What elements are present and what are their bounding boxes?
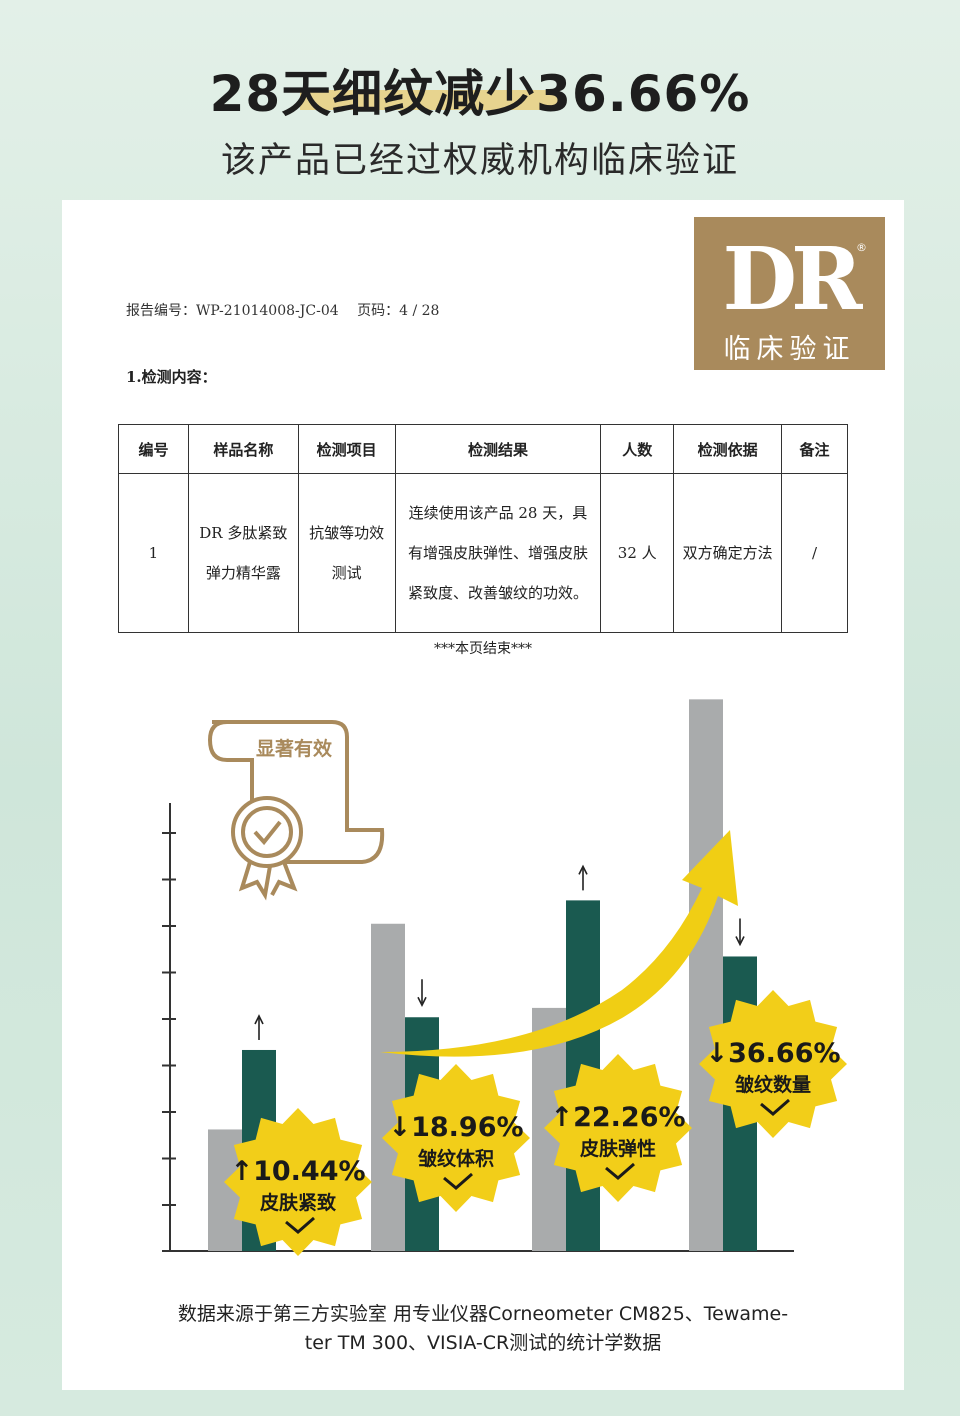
change-direction-arrow xyxy=(578,864,588,891)
headline: 28天细纹减少36.66% xyxy=(209,65,751,123)
logo-registered: ® xyxy=(856,241,867,254)
bar-chart: 显著有效 ↑10.44% 皮肤紧致 ↓18.96% 皱纹体积 ↑22.26% 皮肤弹性 ↓3… xyxy=(162,699,847,1256)
check-icon xyxy=(443,1172,473,1190)
change-badge: ↑10.44% 皮肤紧致 xyxy=(224,1108,372,1256)
change-direction-arrow xyxy=(417,979,427,1008)
change-label: 皮肤弹性 xyxy=(580,1137,656,1160)
starburst-shape xyxy=(224,1108,372,1256)
change-badge: ↓36.66% 皱纹数量 xyxy=(699,990,847,1138)
starburst-shape xyxy=(699,990,847,1138)
table-cell: 32 人 xyxy=(600,473,675,633)
table-cell: 抗皱等功效测试 xyxy=(297,473,396,633)
bar-before xyxy=(371,923,405,1251)
headline-highlight xyxy=(300,90,560,110)
logo-mark: DR xyxy=(722,229,862,330)
change-direction-arrow xyxy=(735,918,745,947)
table-cell: DR 多肽紧致弹力精华露 xyxy=(187,473,299,633)
report-page: 页码：4 / 28 xyxy=(357,303,440,319)
change-value: ↑10.44% xyxy=(230,1156,365,1187)
table-cell: / xyxy=(781,473,848,633)
section-title: 1.检测内容： xyxy=(126,368,217,386)
change-value: ↓18.96% xyxy=(388,1112,523,1143)
table-header: 备注 xyxy=(781,424,848,474)
report-meta: 报告编号：WP-21014008-JC-04 页码：4 / 28 xyxy=(126,300,453,320)
y-ticks xyxy=(162,832,176,1206)
change-badge: ↑22.26% 皮肤弹性 xyxy=(544,1054,692,1202)
check-icon xyxy=(760,1098,790,1116)
table-cell: 连续使用该产品 28 天，具有增强皮肤弹性、增强皮肤紧致度、改善皱纹的功效。 xyxy=(394,473,602,633)
report-table: 编号 样品名称 检测项目 检测结果 人数 检测依据 备注 1 DR 多肽紧致弹力… xyxy=(118,424,848,633)
change-value: ↑22.26% xyxy=(550,1102,685,1133)
table-cell: 双方确定方法 xyxy=(673,473,783,633)
dr-logo: DR ® 临床验证 xyxy=(694,217,885,370)
footer-line-2: ter TM 300、VISIA-CR测试的统计学数据 xyxy=(304,1332,662,1354)
starburst-shape xyxy=(382,1064,530,1212)
check-icon xyxy=(285,1216,315,1234)
table-header: 检测结果 xyxy=(394,424,602,474)
bar-before xyxy=(689,699,723,1251)
footer-line-1: 数据来源于第三方实验室 用专业仪器Corneometer CM825、Tewam… xyxy=(177,1303,789,1325)
change-direction-arrow xyxy=(254,1014,264,1040)
check-icon xyxy=(605,1162,635,1180)
data-source-note: 数据来源于第三方实验室 用专业仪器Corneometer CM825、Tewam… xyxy=(62,1300,904,1358)
arrow-head xyxy=(254,1014,264,1025)
table-cell: 1 xyxy=(118,473,189,633)
table-header: 编号 xyxy=(118,424,189,474)
certificate-icon xyxy=(207,720,385,901)
report-card: DR ® 临床验证 报告编号：WP-21014008-JC-04 页码：4 / … xyxy=(62,200,904,1390)
starburst-shape xyxy=(544,1054,692,1202)
change-badges: ↑10.44% 皮肤紧致 ↓18.96% 皱纹体积 ↑22.26% 皮肤弹性 ↓36.66%… xyxy=(224,990,847,1256)
subheadline: 该产品已经过权威机构临床验证 xyxy=(220,141,739,181)
report-number: 报告编号：WP-21014008-JC-04 xyxy=(126,303,339,319)
table-row: 1 DR 多肽紧致弹力精华露 抗皱等功效测试 连续使用该产品 28 天，具有增强… xyxy=(118,473,848,633)
arrow-head xyxy=(735,936,745,947)
arrow-head xyxy=(417,996,427,1008)
change-label: 皱纹体积 xyxy=(417,1147,494,1170)
badge-label: 显著有效 xyxy=(256,737,332,760)
logo-caption: 临床验证 xyxy=(723,334,856,365)
arrow-head xyxy=(578,864,588,875)
change-value: ↓36.66% xyxy=(705,1038,840,1069)
change-label: 皱纹数量 xyxy=(734,1073,811,1096)
change-badge: ↓18.96% 皱纹体积 xyxy=(382,1064,530,1212)
end-note: ***本页结束*** xyxy=(434,641,532,657)
change-label: 皮肤紧致 xyxy=(260,1191,337,1214)
